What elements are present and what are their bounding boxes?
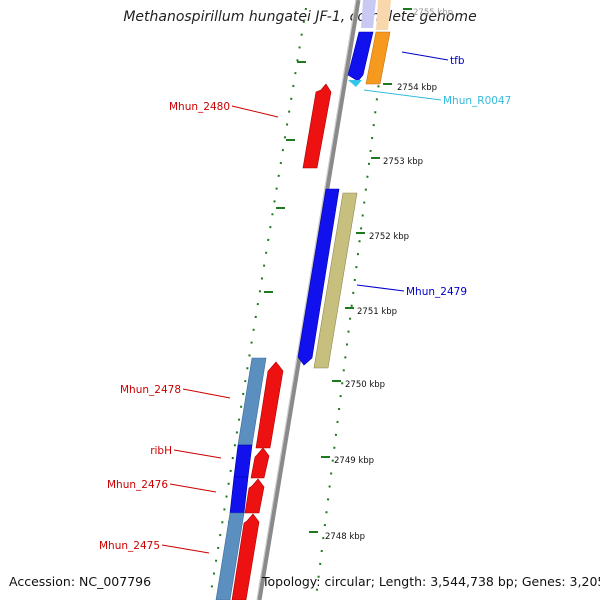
cds-tfb[interactable] bbox=[365, 31, 391, 85]
gene-label-leader bbox=[169, 483, 217, 493]
gene-label-leader bbox=[231, 105, 279, 118]
gene-Mhun_2478[interactable] bbox=[255, 361, 284, 449]
gene-faded-top[interactable] bbox=[361, 0, 376, 28]
kbp-tick-label: 2750 kbp bbox=[345, 380, 385, 390]
gene-Mhun_2479[interactable] bbox=[297, 188, 340, 366]
gene-Mhun_2475[interactable] bbox=[231, 513, 260, 600]
gene-label-Mhun_2479[interactable]: Mhun_2479 bbox=[406, 286, 467, 298]
cds-Mhun_2476[interactable] bbox=[229, 476, 249, 514]
gene-label-Mhun_2480[interactable]: Mhun_2480 bbox=[169, 101, 230, 113]
gene-label-leader bbox=[401, 51, 449, 61]
outer-dotted-ring bbox=[315, 7, 389, 599]
cds-Mhun_2475[interactable] bbox=[215, 512, 245, 600]
gene-Mhun_2480[interactable] bbox=[302, 83, 332, 169]
kbp-tick-label: 2752 kbp bbox=[369, 232, 409, 242]
kbp-tick-label: 2753 kbp bbox=[383, 157, 423, 167]
kbp-tick-label: 2754 kbp bbox=[397, 83, 437, 93]
kbp-tick-label: 2748 kbp bbox=[325, 532, 365, 542]
gene-label-leader bbox=[356, 284, 405, 292]
gene-labels: tfb Mhun_R0047 Mhun_2480 Mhun_2479 Mhun_2478… bbox=[99, 51, 511, 554]
gene-label-leader bbox=[363, 89, 442, 101]
gene-label-leader bbox=[173, 449, 222, 459]
kbp-tick-label: 2755 kbp bbox=[413, 8, 453, 18]
gene-label-ribH[interactable]: ribH bbox=[150, 445, 172, 457]
kbp-tick-label: 2751 kbp bbox=[357, 307, 397, 317]
gene-label-Mhun_2476[interactable]: Mhun_2476 bbox=[107, 479, 168, 491]
topology-text: Topology: circular; Length: 3,544,738 bp… bbox=[262, 574, 600, 589]
gene-Mhun_2476[interactable] bbox=[244, 478, 265, 514]
kbp-ticks: 2755 kbp 2754 kbp 2753 kbp 2752 kbp 2751 kbp… bbox=[228, 8, 453, 542]
gene-label-tfb[interactable]: tfb bbox=[450, 55, 465, 67]
gene-tfb[interactable] bbox=[347, 31, 374, 82]
cds-Mhun_2479[interactable] bbox=[313, 192, 358, 369]
gene-label-Mhun_2475[interactable]: Mhun_2475 bbox=[99, 540, 160, 552]
gene-label-leader bbox=[161, 544, 210, 554]
gene-faded-top-2[interactable] bbox=[376, 0, 391, 30]
kbp-tick-label: 2749 kbp bbox=[334, 456, 374, 466]
genome-backbone-highlight bbox=[256, 0, 357, 600]
gene-label-Mhun_2478[interactable]: Mhun_2478 bbox=[120, 384, 181, 396]
gene-ribH[interactable] bbox=[250, 447, 270, 479]
gene-label-Mhun_R0047[interactable]: Mhun_R0047 bbox=[443, 95, 511, 107]
rna-Mhun_R0047[interactable] bbox=[348, 80, 362, 87]
accession-text: Accession: NC_007796 bbox=[9, 574, 152, 589]
gene-label-leader bbox=[182, 388, 231, 399]
cds-ribH[interactable] bbox=[233, 444, 253, 478]
